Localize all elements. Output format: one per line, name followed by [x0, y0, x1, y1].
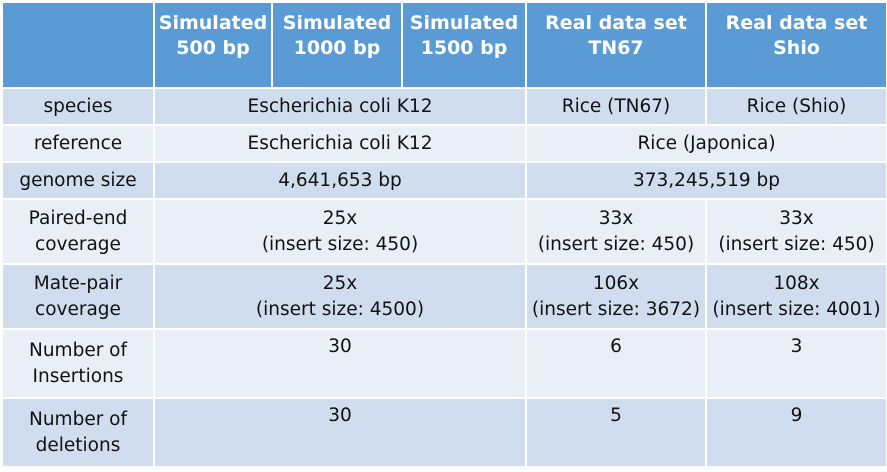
row-mate-pair-coverage: Mate-pair coverage 25x (insert size: 450… [1, 263, 887, 330]
row-label-paired-end-coverage: Paired-end coverage [1, 198, 155, 265]
row-label-number-of-deletions: Number of deletions [1, 397, 155, 468]
cell-deletions-shio: 9 [705, 397, 887, 468]
cell-insertions-shio: 3 [705, 328, 887, 399]
row-label-number-of-insertions: Number of Insertions [1, 328, 155, 399]
row-species: species Escherichia coli K12 Rice (TN67)… [1, 87, 887, 126]
col-header-sim500: Simulated 500 bp [153, 1, 273, 89]
cell-insertions-tn67: 6 [525, 328, 707, 399]
col-header-tn67: Real data set TN67 [525, 1, 707, 89]
cell-deletions-tn67: 5 [525, 397, 707, 468]
row-paired-end-coverage: Paired-end coverage 25x (insert size: 45… [1, 198, 887, 265]
cell-mate-pair-simulated: 25x (insert size: 4500) [153, 263, 527, 330]
cell-paired-end-tn67: 33x (insert size: 450) [525, 198, 707, 265]
cell-genome-size-simulated: 4,641,653 bp [153, 161, 527, 200]
cell-reference-simulated: Escherichia coli K12 [153, 124, 527, 163]
row-label-reference: reference [1, 124, 155, 163]
row-number-of-deletions: Number of deletions 30 5 9 [1, 397, 887, 468]
col-header-sim1500: Simulated 1500 bp [401, 1, 527, 89]
row-label-mate-pair-coverage: Mate-pair coverage [1, 263, 155, 330]
cell-species-shio: Rice (Shio) [705, 87, 887, 126]
row-reference: reference Escherichia coli K12 Rice (Jap… [1, 124, 887, 163]
cell-species-tn67: Rice (TN67) [525, 87, 707, 126]
corner-cell [1, 1, 155, 89]
cell-paired-end-simulated: 25x (insert size: 450) [153, 198, 527, 265]
cell-genome-size-real: 373,245,519 bp [525, 161, 887, 200]
row-genome-size: genome size 4,641,653 bp 373,245,519 bp [1, 161, 887, 200]
cell-species-simulated: Escherichia coli K12 [153, 87, 527, 126]
cell-deletions-simulated: 30 [153, 397, 527, 468]
row-label-species: species [1, 87, 155, 126]
cell-reference-real: Rice (Japonica) [525, 124, 887, 163]
cell-paired-end-shio: 33x (insert size: 450) [705, 198, 887, 265]
header-row: Simulated 500 bp Simulated 1000 bp Simul… [1, 1, 887, 89]
col-header-sim1000: Simulated 1000 bp [271, 1, 403, 89]
col-header-shio: Real data set Shio [705, 1, 887, 89]
cell-insertions-simulated: 30 [153, 328, 527, 399]
row-label-genome-size: genome size [1, 161, 155, 200]
cell-mate-pair-shio: 108x (insert size: 4001) [705, 263, 887, 330]
row-number-of-insertions: Number of Insertions 30 6 3 [1, 328, 887, 399]
cell-mate-pair-tn67: 106x (insert size: 3672) [525, 263, 707, 330]
